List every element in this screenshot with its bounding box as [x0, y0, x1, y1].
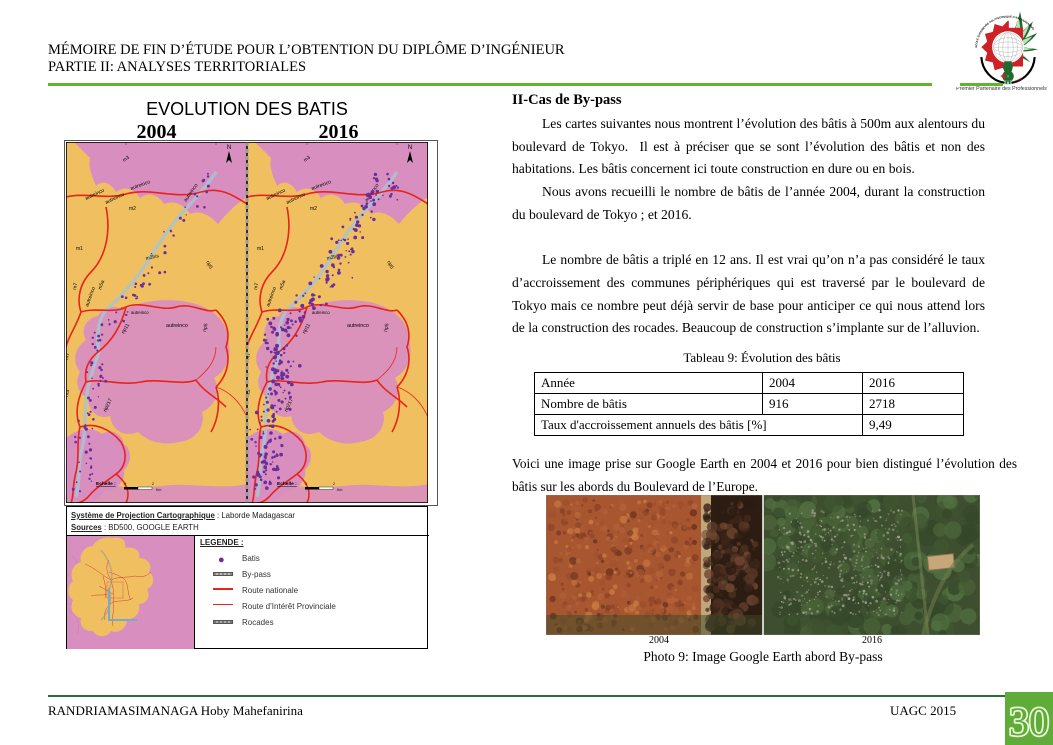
svg-text:0: 0: [124, 482, 126, 486]
svg-text:m1: m1: [257, 246, 264, 252]
svg-text:m2: m2: [129, 206, 136, 212]
svg-text:autreinco: autreinco: [312, 310, 330, 315]
svg-text:m2: m2: [310, 206, 317, 212]
svg-text:m7: m7: [253, 282, 260, 290]
svg-text:m7: m7: [72, 282, 79, 290]
svg-text:30: 30: [1009, 699, 1049, 744]
svg-text:autreinco: autreinco: [131, 310, 149, 315]
svg-text:2: 2: [152, 482, 154, 486]
svg-text:N: N: [408, 145, 412, 151]
svg-text:autreinco: autreinco: [347, 323, 369, 329]
svg-text:Echelle :: Echelle :: [96, 481, 116, 487]
svg-text:Km: Km: [337, 488, 342, 492]
svg-text:N: N: [227, 145, 231, 151]
svg-text:m1: m1: [76, 246, 83, 252]
svg-text:Km: Km: [156, 488, 161, 492]
svg-text:2: 2: [333, 482, 335, 486]
svg-text:Echelle :: Echelle :: [277, 481, 297, 487]
svg-text:autreinco: autreinco: [166, 323, 188, 329]
svg-text:0: 0: [305, 482, 307, 486]
